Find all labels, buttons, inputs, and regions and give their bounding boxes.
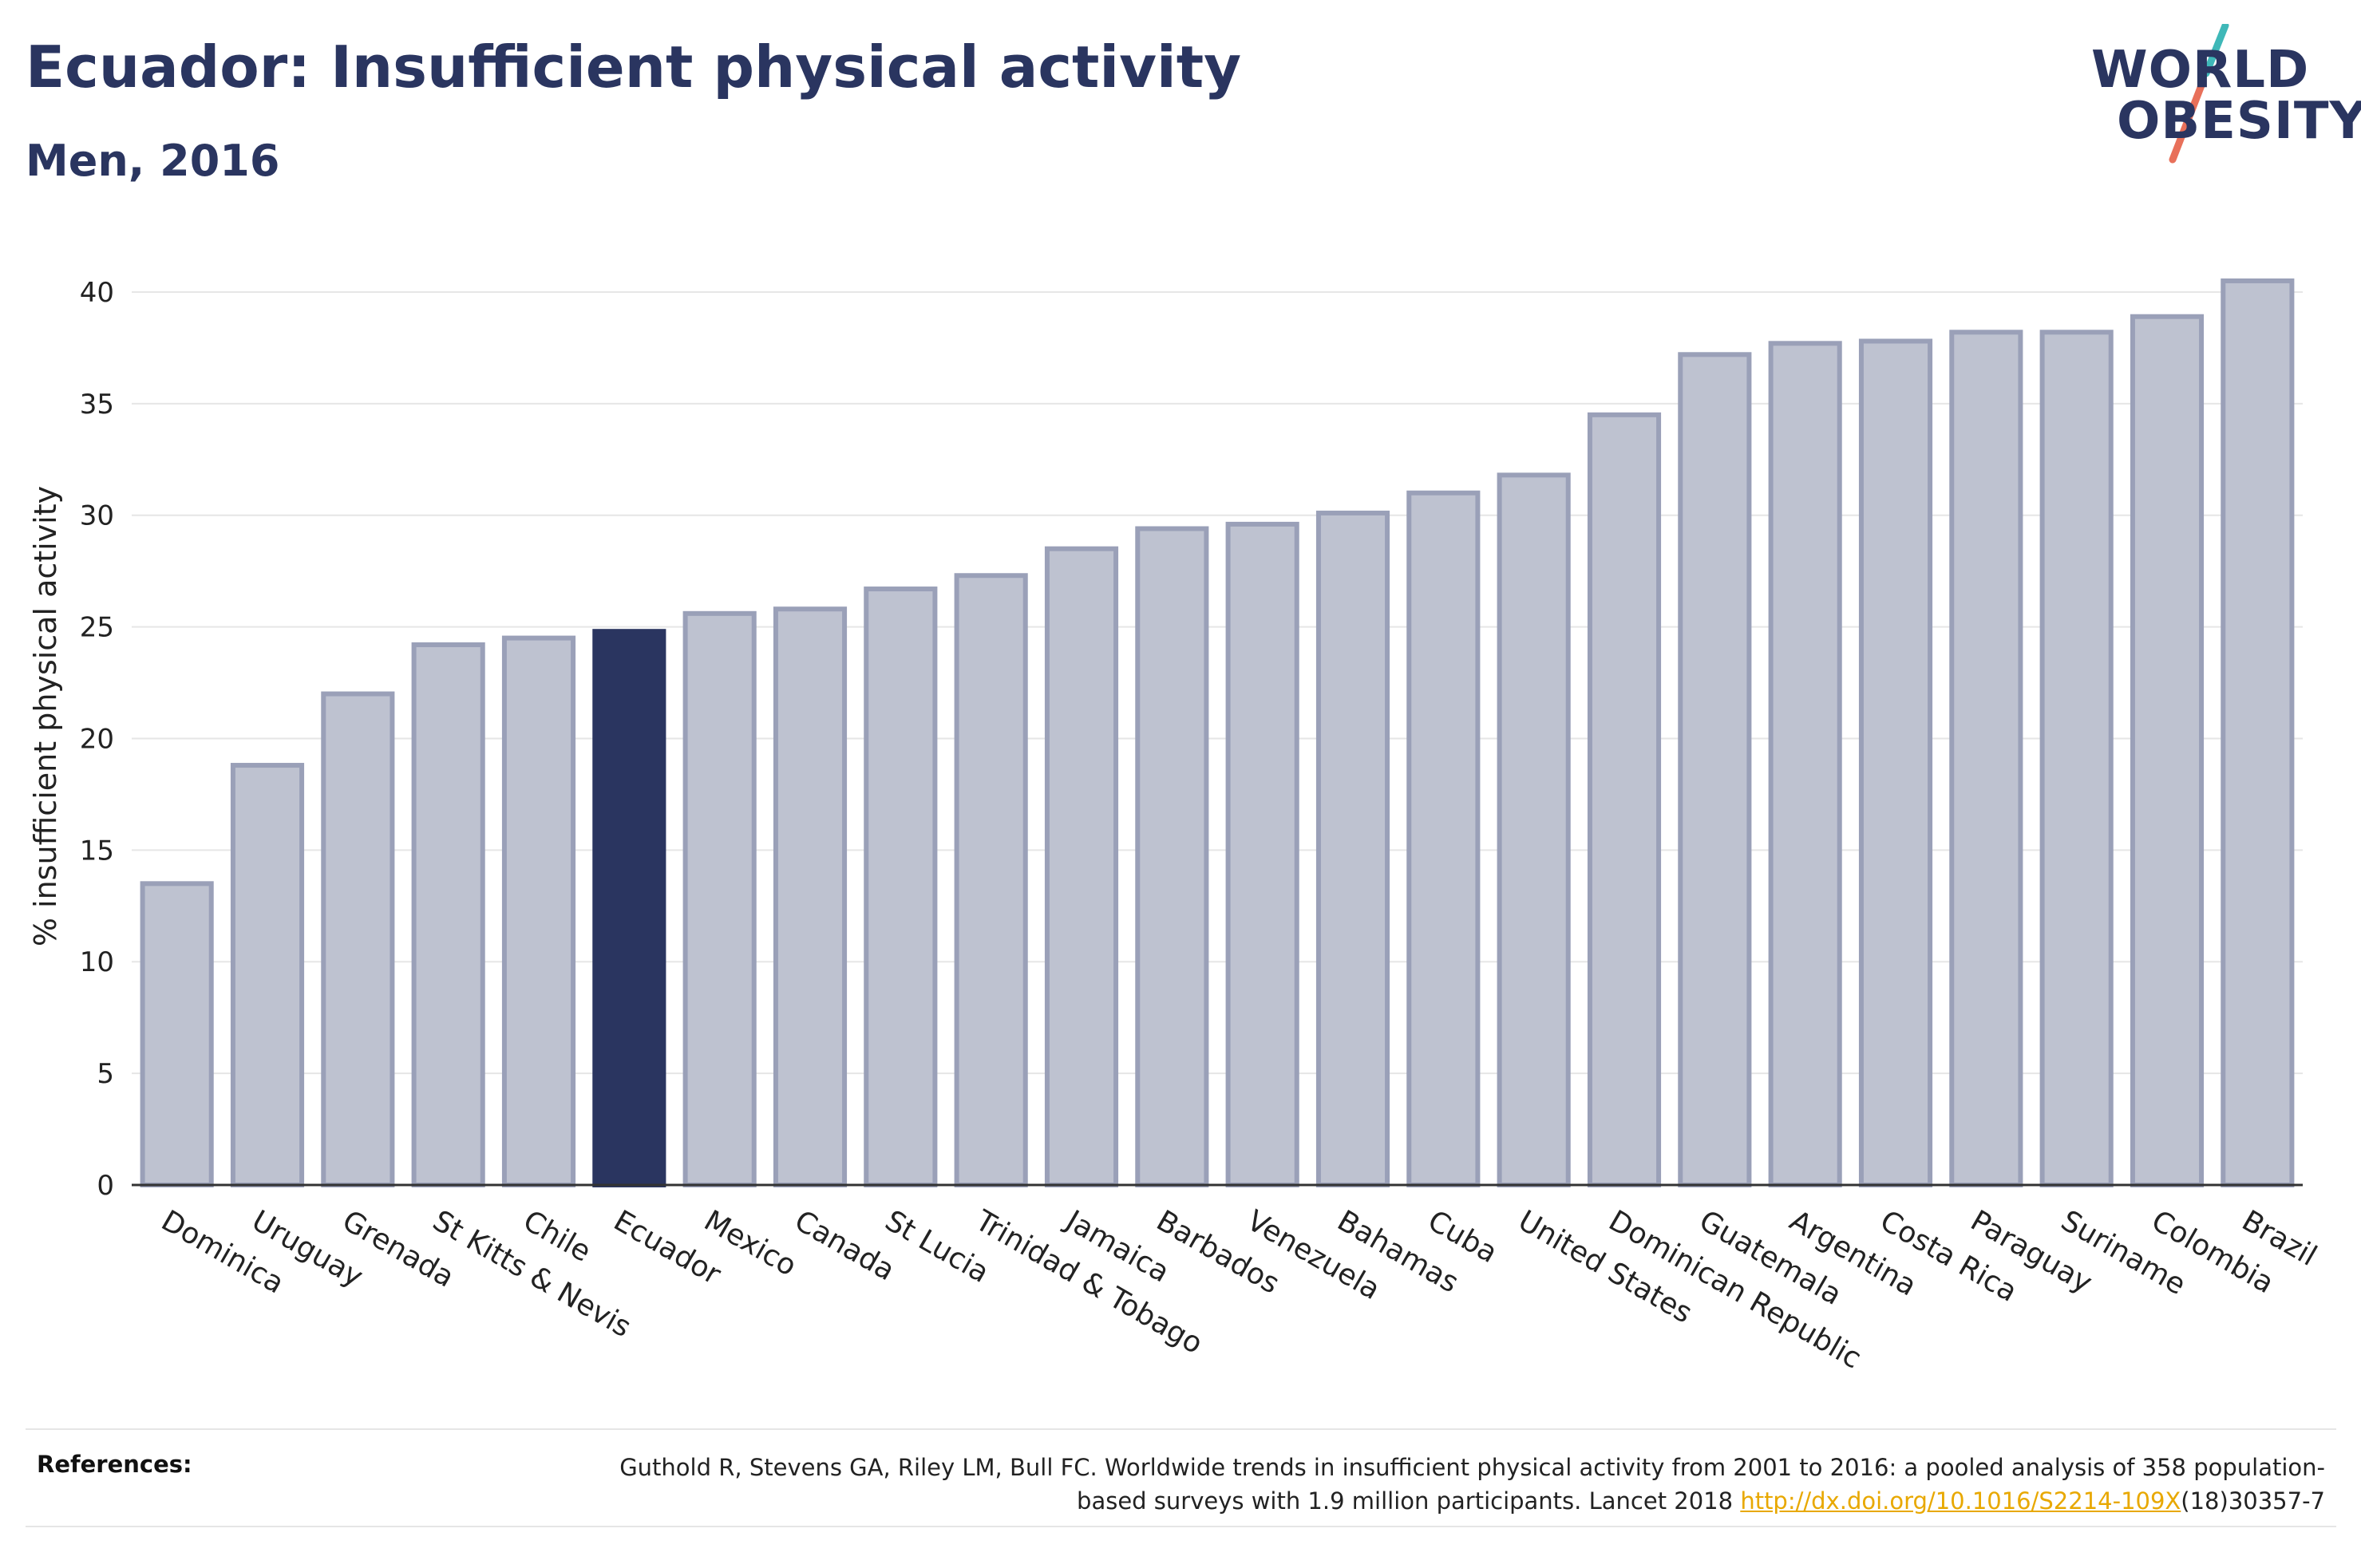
y-axis-title: % insufficient physical activity bbox=[28, 486, 63, 946]
grid-lines bbox=[132, 290, 2303, 1075]
references-label: References: bbox=[37, 1451, 192, 1478]
y-tick-label: 35 bbox=[80, 389, 114, 421]
logo-line-2: OBESITY bbox=[2117, 92, 2361, 151]
bar-highlighted bbox=[592, 629, 666, 1187]
bar bbox=[501, 635, 576, 1187]
references-doi-link[interactable]: http://dx.doi.org/10.1016/S2214-109X bbox=[1740, 1487, 2181, 1515]
bar bbox=[954, 573, 1028, 1187]
bar bbox=[1497, 472, 1571, 1188]
y-tick-label: 0 bbox=[97, 1170, 114, 1202]
references-citation-suffix: (18)30357-7 bbox=[2181, 1487, 2325, 1515]
bar bbox=[1315, 510, 1390, 1187]
chart-subtitle: Men, 2016 bbox=[26, 136, 280, 186]
bar bbox=[1768, 341, 1842, 1188]
x-tick-label: St Lucia bbox=[880, 1204, 995, 1290]
references-text: Guthold R, Stevens GA, Riley LM, Bull FC… bbox=[569, 1451, 2325, 1518]
y-tick-labels: 0 5 10 15 20 25 30 35 40 bbox=[80, 277, 114, 1202]
bar bbox=[773, 606, 848, 1187]
y-tick-label: 15 bbox=[80, 835, 114, 867]
y-tick-label: 10 bbox=[80, 946, 114, 978]
bar bbox=[230, 763, 305, 1187]
bar bbox=[1678, 352, 1752, 1187]
bar bbox=[682, 610, 757, 1187]
bar bbox=[864, 587, 938, 1187]
bar bbox=[1406, 490, 1481, 1187]
bar-chart: 0 5 10 15 20 25 30 35 40 DominicaUruguayGrenadaS… bbox=[28, 277, 2322, 1376]
y-tick-label: 25 bbox=[80, 612, 114, 644]
bar bbox=[140, 881, 214, 1187]
bar bbox=[1858, 338, 1933, 1187]
bar bbox=[1225, 521, 1299, 1187]
references-panel: References: Guthold R, Stevens GA, Riley… bbox=[26, 1428, 2336, 1527]
bar bbox=[1949, 330, 2023, 1187]
logo-slash-icon bbox=[2169, 24, 2229, 164]
y-tick-label: 30 bbox=[80, 500, 114, 532]
logo-line-1: WORLD bbox=[2091, 41, 2310, 100]
y-tick-label: 5 bbox=[97, 1058, 114, 1090]
bar bbox=[321, 691, 395, 1187]
y-tick-label: 20 bbox=[80, 723, 114, 755]
bar bbox=[1044, 546, 1119, 1187]
bar bbox=[2039, 330, 2114, 1187]
bars bbox=[140, 278, 2295, 1188]
world-obesity-logo: WORLD OBESITY bbox=[2083, 24, 2361, 168]
bar bbox=[1587, 412, 1662, 1188]
chart-title: Ecuador: Insufficient physical activity bbox=[26, 34, 1242, 101]
bar bbox=[2130, 314, 2205, 1187]
bar bbox=[2221, 278, 2295, 1188]
bar bbox=[1135, 526, 1209, 1187]
bar bbox=[411, 642, 485, 1187]
y-tick-label: 40 bbox=[80, 277, 114, 309]
references-citation: Guthold R, Stevens GA, Riley LM, Bull FC… bbox=[619, 1454, 2325, 1515]
x-tick-label: Canada bbox=[789, 1204, 900, 1287]
